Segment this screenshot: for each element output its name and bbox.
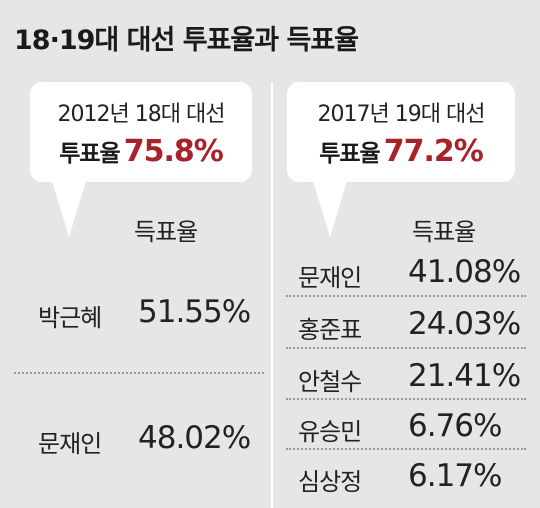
- candidate-name: 박근혜: [38, 304, 102, 332]
- candidate-name: 문재인: [38, 430, 102, 458]
- left-turnout-label: 투표율: [59, 141, 120, 167]
- right-turnout-value: 77.2%: [383, 134, 484, 169]
- right-row-separator: [286, 398, 526, 400]
- left-election-label: 2012년 18대 대선: [57, 102, 226, 127]
- candidate-name: 유승민: [298, 418, 362, 446]
- left-turnout-value: 75.8%: [123, 134, 224, 169]
- right-row-separator: [286, 448, 526, 450]
- right-turnout-label: 투표율: [319, 141, 380, 167]
- left-turnout-box: 2012년 18대 대선 투표율 75.8%: [30, 82, 252, 182]
- left-row-separator: [14, 372, 264, 374]
- candidate-name: 홍준표: [298, 316, 362, 344]
- candidate-vote-share: 21.41%: [408, 358, 521, 394]
- candidate-vote-share: 51.55%: [138, 294, 251, 330]
- left-vote-share-header: 득표율: [134, 218, 198, 246]
- right-turnout-box: 2017년 19대 대선 투표율 77.2%: [287, 82, 515, 182]
- page-title: 18·19대 대선 투표율과 득표율: [14, 25, 359, 56]
- left-callout-tail: [52, 181, 86, 237]
- right-vote-share-header: 득표율: [412, 218, 476, 246]
- candidate-vote-share: 48.02%: [138, 420, 251, 456]
- candidate-vote-share: 6.17%: [408, 458, 502, 494]
- column-divider: [271, 82, 273, 508]
- right-election-label: 2017년 19대 대선: [317, 102, 486, 127]
- candidate-vote-share: 6.76%: [408, 408, 502, 444]
- candidate-name: 안철수: [298, 368, 362, 396]
- candidate-name: 문재인: [298, 264, 362, 292]
- right-row-separator: [286, 347, 526, 349]
- right-row-separator: [286, 295, 526, 297]
- candidate-name: 심상정: [298, 468, 362, 496]
- candidate-vote-share: 24.03%: [408, 306, 521, 342]
- right-callout-tail: [313, 181, 347, 237]
- candidate-vote-share: 41.08%: [408, 254, 521, 290]
